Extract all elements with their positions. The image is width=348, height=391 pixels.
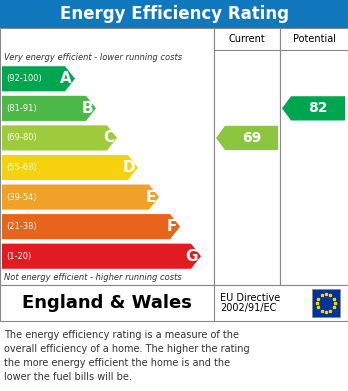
Polygon shape	[282, 96, 345, 120]
Text: Very energy efficient - lower running costs: Very energy efficient - lower running co…	[4, 52, 182, 61]
Text: EU Directive: EU Directive	[220, 293, 280, 303]
Text: B: B	[81, 101, 93, 116]
Text: Energy Efficiency Rating: Energy Efficiency Rating	[60, 5, 288, 23]
Text: Not energy efficient - higher running costs: Not energy efficient - higher running co…	[4, 273, 182, 283]
Bar	[0, 285, 348, 321]
Text: 69: 69	[242, 131, 261, 145]
Text: (55-68): (55-68)	[6, 163, 37, 172]
Text: (69-80): (69-80)	[6, 133, 37, 142]
Bar	[0, 28, 214, 285]
Text: D: D	[122, 160, 135, 175]
Text: 2002/91/EC: 2002/91/EC	[220, 303, 276, 313]
Bar	[0, 0, 348, 28]
Text: E: E	[145, 190, 156, 204]
Text: A: A	[60, 71, 72, 86]
Text: 82: 82	[308, 101, 328, 115]
Text: Potential: Potential	[293, 34, 335, 44]
Text: (21-38): (21-38)	[6, 222, 37, 231]
Polygon shape	[2, 214, 180, 239]
Polygon shape	[2, 66, 75, 91]
Text: (92-100): (92-100)	[6, 74, 42, 83]
Text: G: G	[185, 249, 198, 264]
Text: The energy efficiency rating is a measure of the
overall efficiency of a home. T: The energy efficiency rating is a measur…	[4, 330, 250, 382]
Text: F: F	[167, 219, 177, 234]
Bar	[312, 289, 340, 317]
Text: (39-54): (39-54)	[6, 193, 37, 202]
Text: C: C	[103, 131, 114, 145]
Polygon shape	[2, 126, 117, 151]
Text: England & Wales: England & Wales	[22, 294, 192, 312]
Polygon shape	[2, 155, 138, 180]
Polygon shape	[216, 126, 278, 150]
Polygon shape	[2, 96, 96, 121]
Text: Current: Current	[229, 34, 266, 44]
Bar	[214, 28, 280, 285]
Text: (81-91): (81-91)	[6, 104, 37, 113]
Polygon shape	[2, 244, 201, 269]
Polygon shape	[2, 185, 159, 210]
Bar	[280, 28, 348, 285]
Text: (1-20): (1-20)	[6, 252, 31, 261]
